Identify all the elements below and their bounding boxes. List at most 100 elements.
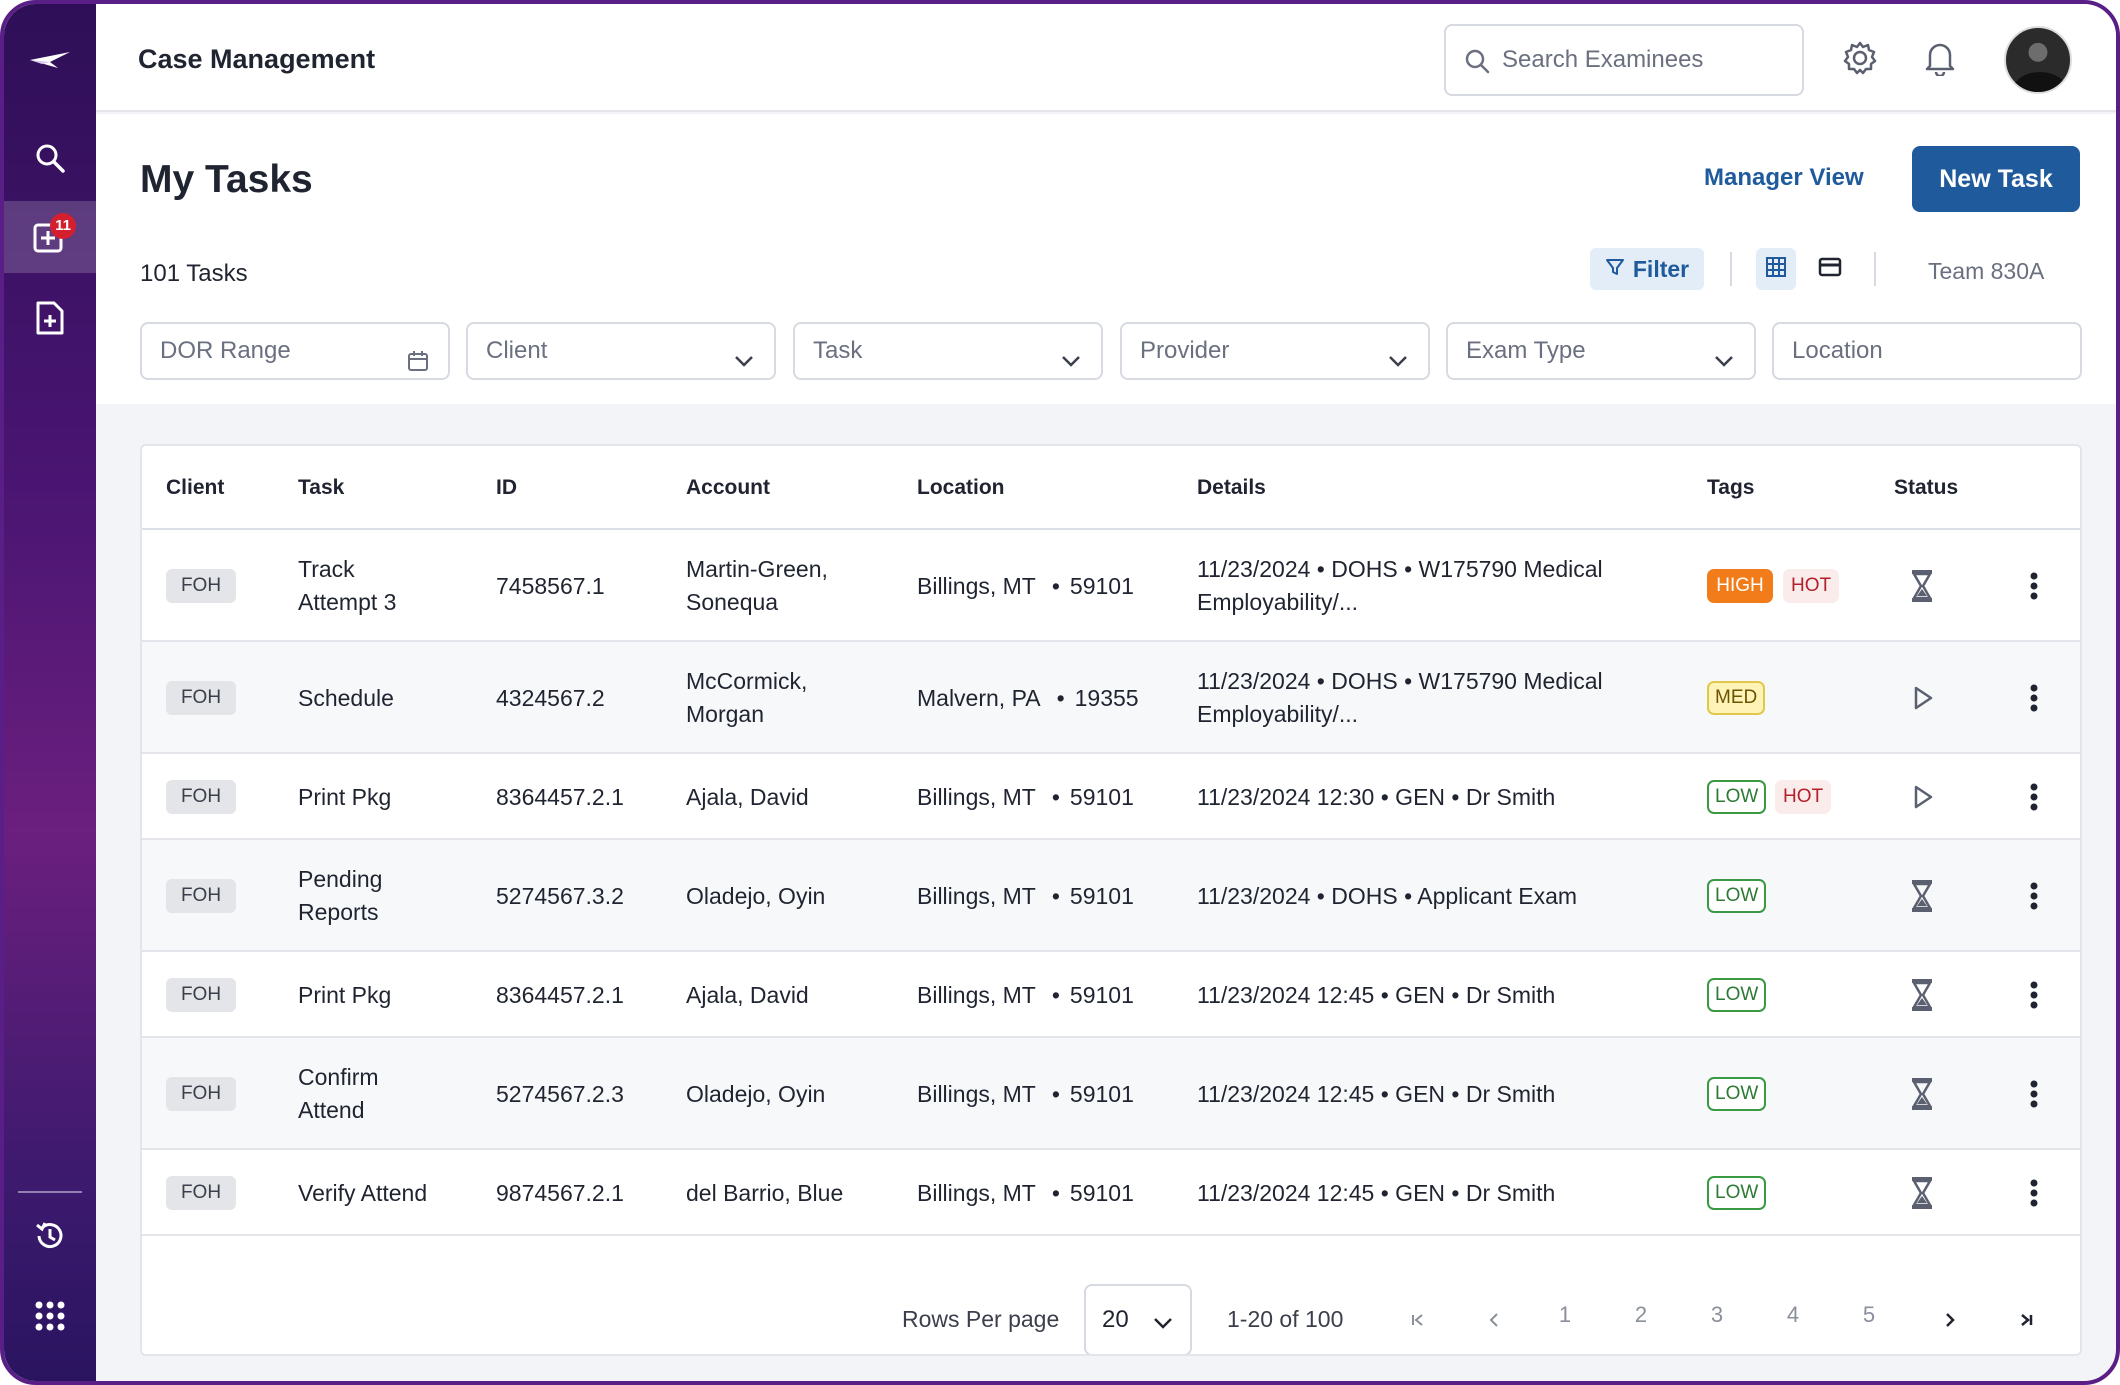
card-view-button[interactable] [1810,248,1850,290]
rows-per-page-value: 20 [1102,1306,1129,1333]
sidebar-history[interactable] [4,1200,96,1272]
task-line-2: Attend [298,1097,365,1123]
col-details[interactable]: Details [1197,476,1266,499]
table-row[interactable]: FOH Pending Reports 5274567.3.2 Oladejo, Oyi… [142,840,2080,952]
avatar[interactable] [2004,26,2072,94]
next-page-icon[interactable] [1940,1310,1960,1335]
client-chip: FOH [166,780,236,814]
more-options-icon[interactable] [2030,1080,2038,1113]
more-options-icon[interactable] [2030,684,2038,717]
logo-icon[interactable] [4,24,96,96]
search-input[interactable] [1502,40,1792,80]
first-page-icon[interactable] [1408,1310,1428,1335]
location-filter-label: Location [1792,337,1883,364]
page-number-button[interactable]: 5 [1862,1302,1876,1327]
details-cell: 11/23/2024 12:45 • GEN • Dr Smith [1197,1177,1555,1210]
sidebar-apps[interactable] [4,1280,96,1352]
location-filter[interactable]: Location [1772,322,2082,380]
more-options-icon[interactable] [2030,882,2038,915]
filter-button[interactable]: Filter [1590,248,1704,290]
hourglass-icon[interactable] [1910,1176,1934,1215]
tasks-table: Client Task ID Account Location Details … [140,444,2082,1356]
team-label[interactable]: Team 830A [1928,258,2045,284]
bell-icon[interactable] [1924,40,1956,81]
more-options-icon[interactable] [2030,572,2038,605]
col-status[interactable]: Status [1894,476,1959,499]
id-cell: 5274567.2.3 [496,1080,624,1107]
details-line-1: 11/23/2024 12:45 • GEN • Dr Smith [1197,1179,1556,1206]
priority-tag: LOW [1707,1077,1767,1111]
account-cell: Ajala, David [686,979,809,1012]
hourglass-icon[interactable] [1910,978,1934,1017]
task-cell: Pending Reports [298,863,382,929]
more-options-icon[interactable] [2030,783,2038,816]
client-chip: FOH [166,681,236,715]
table-row[interactable]: FOH Schedule 4324567.2 McCormick, Morgan Malv… [142,642,2080,754]
last-page-icon[interactable] [2016,1310,2036,1335]
play-icon[interactable] [1912,685,1934,716]
table-row[interactable]: FOH Print Pkg 8364457.2.1 Ajala, David Billi… [142,952,2080,1038]
sidebar-tasks[interactable]: 11 [4,201,96,273]
location-city: Billings, MT [917,572,1036,599]
page-number-button[interactable]: 4 [1786,1302,1800,1327]
search-box[interactable] [1444,24,1804,96]
hourglass-icon[interactable] [1910,1077,1934,1116]
sidebar-divider [18,1191,82,1193]
table-row[interactable]: FOH Verify Attend 9874567.2.1 del Barrio, B… [142,1150,2080,1236]
table-row[interactable]: FOH Print Pkg 8364457.2.1 Ajala, David Billi… [142,754,2080,840]
client-chip: FOH [166,569,236,603]
hourglass-icon[interactable] [1910,879,1934,918]
prev-page-icon[interactable] [1484,1310,1504,1335]
col-tags[interactable]: Tags [1707,476,1755,499]
grid-view-button[interactable] [1756,248,1796,290]
details-cell: 11/23/2024 • DOHS • W175790 Medical Emplo… [1197,553,1603,619]
col-id[interactable]: ID [496,476,517,499]
task-line-1: Verify Attend [298,1179,428,1206]
location-zip: 59101 [1069,1080,1134,1107]
priority-tag: HIGH [1707,569,1773,603]
col-account[interactable]: Account [686,476,770,499]
account-line-1: Oladejo, Oyin [686,882,826,909]
gear-icon[interactable] [1842,40,1878,81]
task-filter[interactable]: Task [793,322,1103,380]
details-cell: 11/23/2024 12:30 • GEN • Dr Smith [1197,781,1555,814]
history-icon [33,1219,67,1253]
hourglass-icon[interactable] [1910,569,1934,608]
more-options-icon[interactable] [2030,981,2038,1014]
new-task-button[interactable]: New Task [1912,146,2080,212]
play-icon[interactable] [1912,784,1934,815]
col-client[interactable]: Client [166,476,225,499]
toolbar-divider [1730,252,1732,286]
location-zip: 59101 [1069,981,1134,1008]
location-city: Malvern, PA [917,684,1041,711]
pagination: Rows Per page 20 1-20 of 100 1 2 3 4 5 [142,1272,2080,1354]
details-line-1: 11/23/2024 12:45 • GEN • Dr Smith [1197,981,1556,1008]
account-line-1: Ajala, David [686,981,809,1008]
page-number-button[interactable]: 3 [1710,1302,1724,1327]
provider-filter[interactable]: Provider [1120,322,1430,380]
sidebar-documents[interactable] [4,282,96,354]
priority-tag: MED [1707,681,1766,715]
account-line-2: Morgan [686,701,764,727]
id-cell: 4324567.2 [496,684,605,711]
page-number-button[interactable]: 2 [1634,1302,1648,1327]
add-document-icon [34,300,66,336]
task-line-1: Print Pkg [298,981,392,1008]
client-chip: FOH [166,879,236,913]
filter-icon [1605,256,1625,283]
col-task[interactable]: Task [298,476,345,499]
account-line-1: Oladejo, Oyin [686,1080,826,1107]
page-number-button[interactable]: 1 [1558,1302,1572,1327]
sidebar-search[interactable] [4,122,96,194]
manager-view-link[interactable]: Manager View [1704,164,1864,191]
client-filter[interactable]: Client [466,322,776,380]
more-options-icon[interactable] [2030,1179,2038,1212]
dor-range-filter[interactable]: DOR Range [140,322,450,380]
rows-per-page-select[interactable]: 20 [1084,1284,1192,1354]
details-cell: 11/23/2024 • DOHS • W175790 Medical Emplo… [1197,665,1603,731]
col-location[interactable]: Location [917,476,1005,499]
table-row[interactable]: FOH Confirm Attend 5274567.2.3 Oladejo, Oyin… [142,1038,2080,1150]
exam-type-filter[interactable]: Exam Type [1446,322,1756,380]
location-city: Billings, MT [917,783,1036,810]
table-row[interactable]: FOH Track Attempt 3 7458567.1 Martin-Green, S… [142,530,2080,642]
